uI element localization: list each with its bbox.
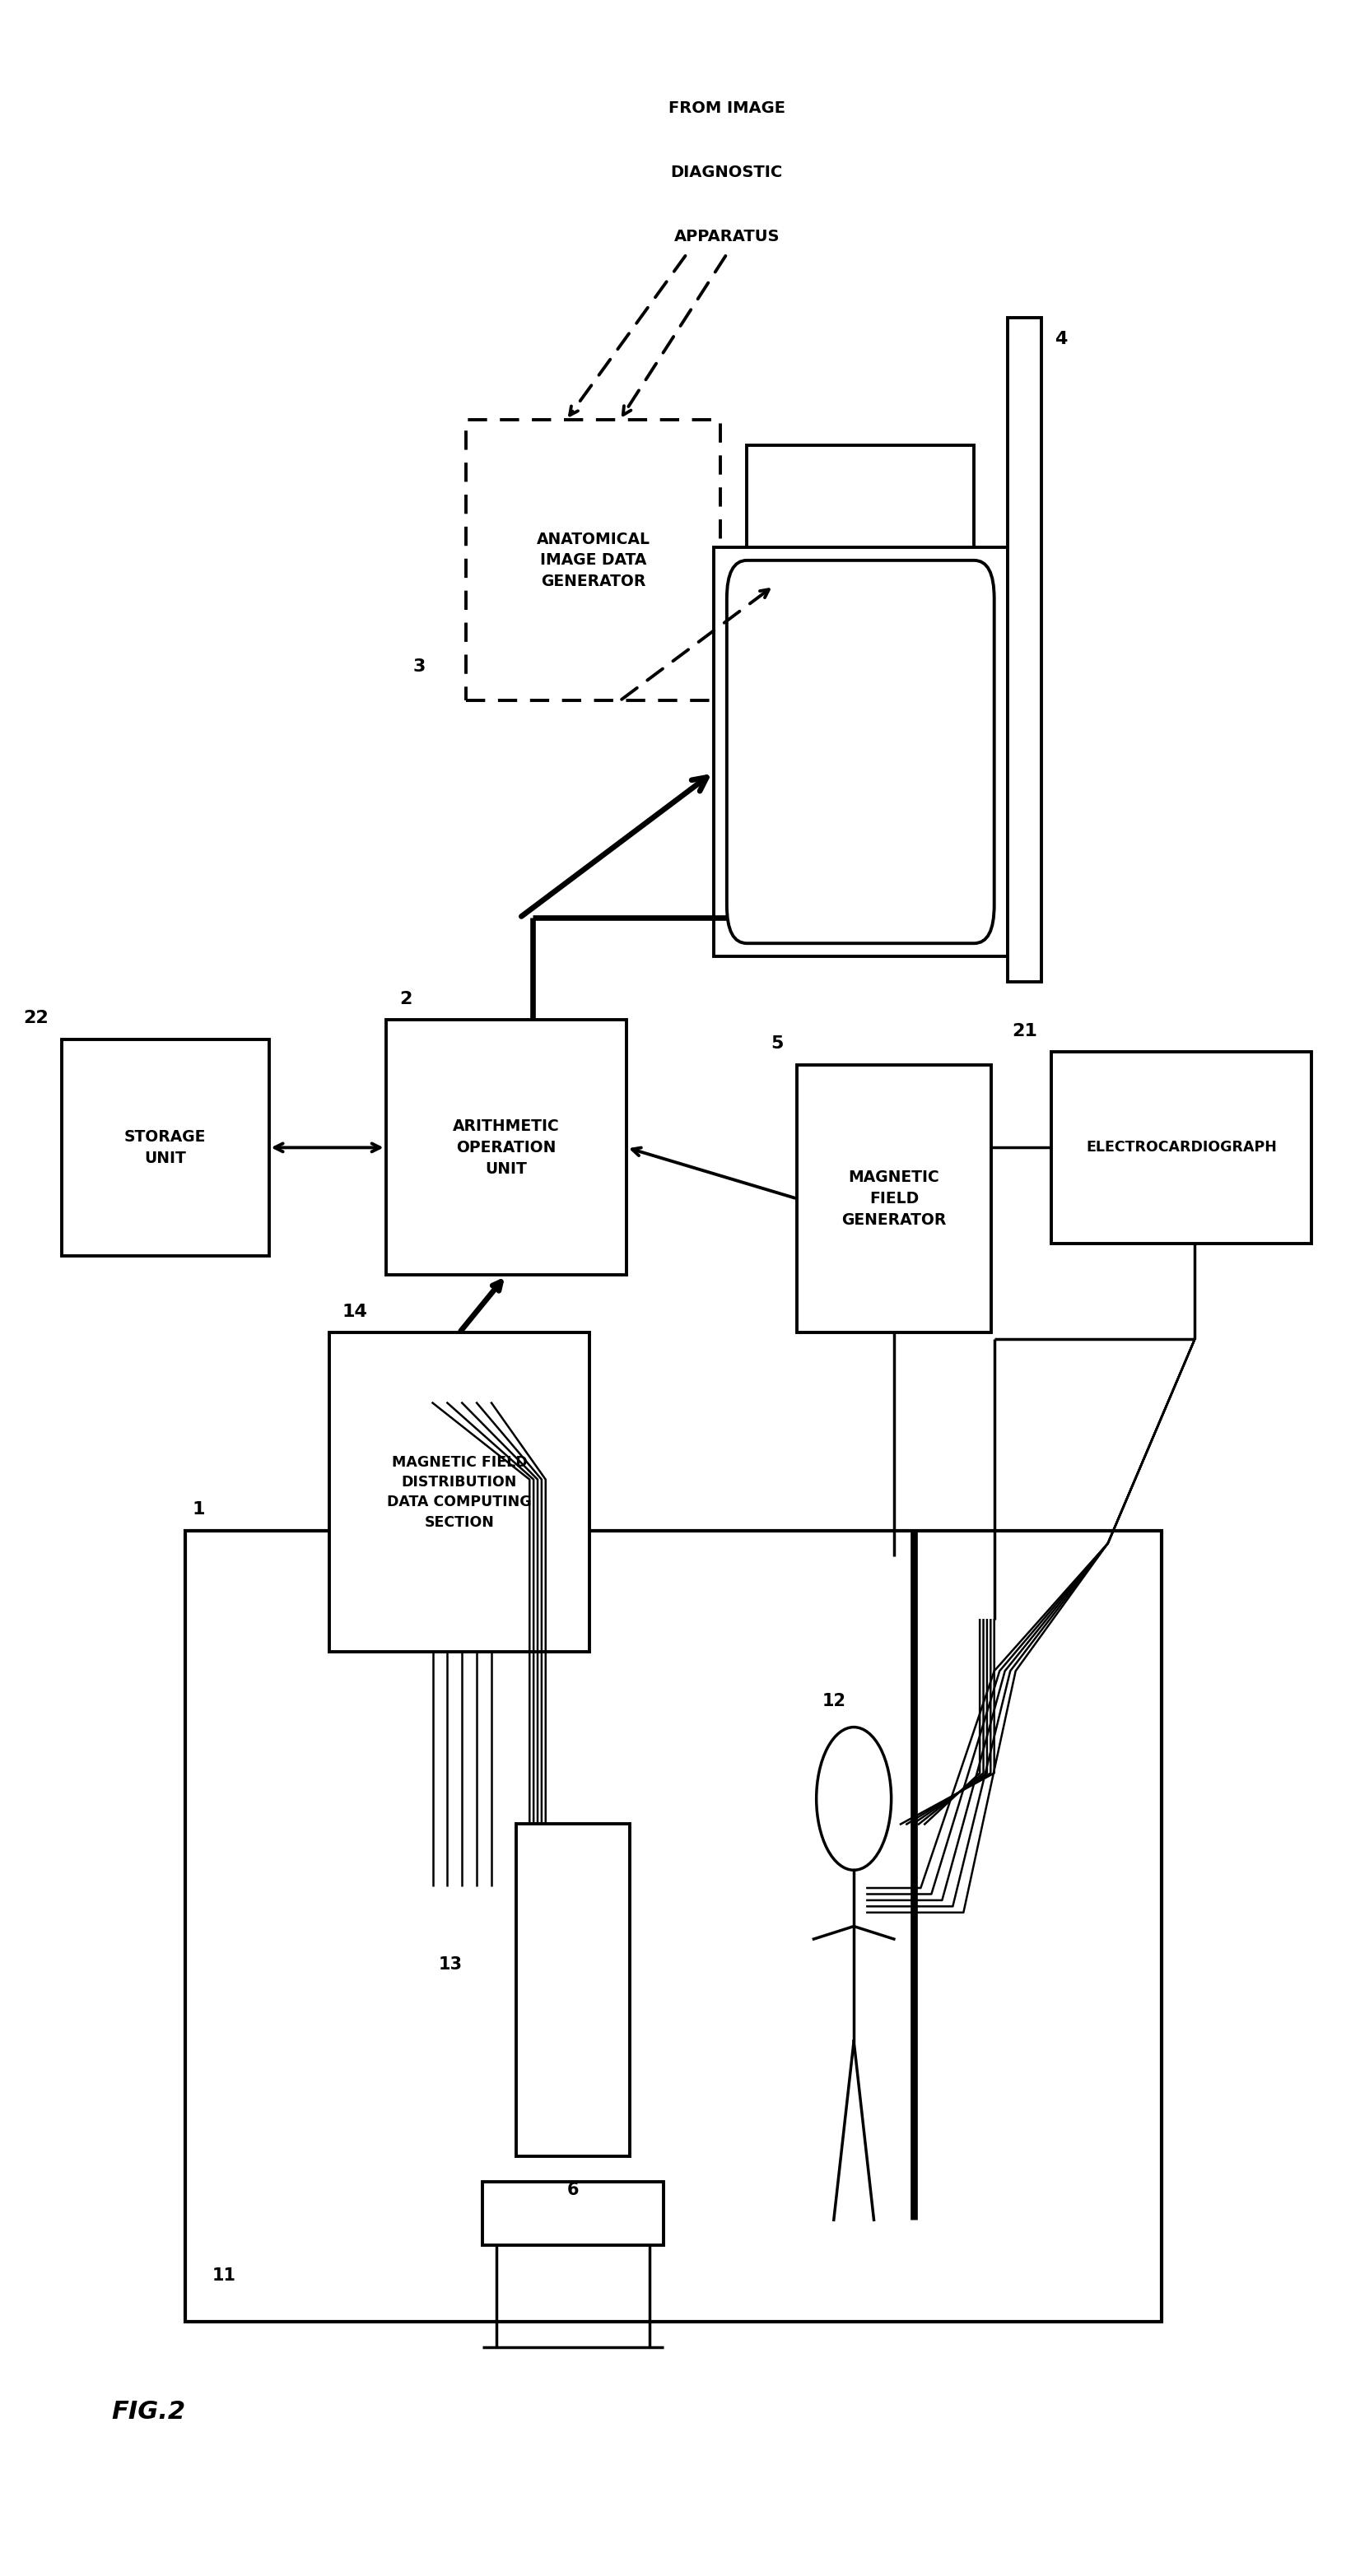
Bar <box>714 549 1008 956</box>
Text: MAGNETIC
FIELD
GENERATOR: MAGNETIC FIELD GENERATOR <box>842 1170 947 1229</box>
Text: STORAGE
UNIT: STORAGE UNIT <box>124 1128 207 1167</box>
Bar <box>466 420 719 701</box>
Text: 14: 14 <box>343 1303 367 1319</box>
Text: APPARATUS: APPARATUS <box>675 229 779 245</box>
Text: MAGNETIC FIELD
DISTRIBUTION
DATA COMPUTING
SECTION: MAGNETIC FIELD DISTRIBUTION DATA COMPUTI… <box>388 1455 532 1530</box>
Text: 1: 1 <box>192 1502 205 1517</box>
Bar <box>185 1530 1161 2321</box>
Text: 4: 4 <box>1054 330 1068 348</box>
Bar <box>386 1020 627 1275</box>
FancyBboxPatch shape <box>726 562 994 943</box>
Bar <box>483 2182 664 2246</box>
Text: ARITHMETIC
OPERATION
UNIT: ARITHMETIC OPERATION UNIT <box>453 1118 559 1177</box>
Text: 11: 11 <box>212 2267 235 2285</box>
Bar <box>1008 317 1040 981</box>
Text: ANATOMICAL
IMAGE DATA
GENERATOR: ANATOMICAL IMAGE DATA GENERATOR <box>536 531 650 590</box>
Text: 13: 13 <box>439 1955 462 1973</box>
Text: 22: 22 <box>23 1010 48 1025</box>
Bar <box>329 1332 590 1651</box>
Bar <box>747 446 974 585</box>
Bar <box>797 1064 991 1332</box>
Text: FIG.2: FIG.2 <box>112 2401 186 2424</box>
Text: 2: 2 <box>400 992 412 1007</box>
Bar <box>517 1824 630 2156</box>
Bar <box>61 1038 269 1257</box>
Text: 21: 21 <box>1012 1023 1038 1038</box>
Text: 12: 12 <box>821 1692 846 1710</box>
Text: 5: 5 <box>771 1036 783 1051</box>
Text: 6: 6 <box>567 2182 579 2197</box>
Text: 3: 3 <box>413 659 426 675</box>
Bar <box>1051 1051 1312 1244</box>
Text: ELECTROCARDIOGRAPH: ELECTROCARDIOGRAPH <box>1087 1141 1277 1154</box>
Text: DIAGNOSTIC: DIAGNOSTIC <box>670 165 783 180</box>
Text: FROM IMAGE: FROM IMAGE <box>668 100 785 116</box>
